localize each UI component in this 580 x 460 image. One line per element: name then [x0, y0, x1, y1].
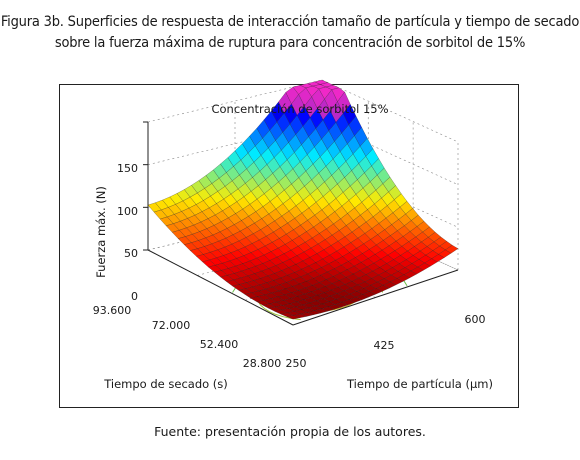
- x-tick-250: 250: [286, 357, 307, 370]
- x-axis-label: Tiempo de partícula (μm): [346, 377, 493, 391]
- x-tick-425: 425: [374, 339, 395, 352]
- figure-source: Fuente: presentación propia de los autor…: [154, 424, 426, 439]
- surface-facet: [416, 220, 431, 233]
- figure-title-line-2: sobre la fuerza máxima de ruptura para c…: [54, 35, 526, 51]
- surface-facet: [382, 176, 397, 193]
- figure-title-line-1: Figura 3b. Superficies de respuesta de i…: [0, 14, 580, 30]
- surface-facet: [433, 236, 448, 247]
- surface-facet: [399, 200, 414, 215]
- plot-frame: [59, 84, 519, 408]
- y-tick-72000: 72.000: [152, 319, 191, 332]
- chart-title: Concentración de sorbitol 15%: [211, 102, 388, 116]
- y-axis-label: Tiempo de secado (s): [103, 377, 228, 391]
- surface-facet: [314, 79, 329, 85]
- z-tick-50: 50: [124, 247, 138, 260]
- figure-title: Figura 3b. Superficies de respuesta de i…: [0, 12, 580, 54]
- y-tick-93600: 93.600: [93, 304, 132, 317]
- z-axis-label: Fuerza máx. (N): [94, 186, 108, 278]
- x-tick-600: 600: [465, 313, 486, 326]
- surface-facet: [405, 208, 419, 221]
- chart-axes: [143, 121, 459, 326]
- y-tick-28800: 28.800: [243, 357, 282, 370]
- y-axis-line: [147, 249, 294, 326]
- x-axis-line: [292, 269, 459, 326]
- response-surface: [147, 79, 459, 320]
- surface-facet: [337, 91, 351, 114]
- z-tick-150: 150: [117, 162, 138, 175]
- z-tick-0: 0: [131, 290, 138, 303]
- surface-facet: [444, 244, 459, 254]
- surface-facet: [371, 158, 385, 176]
- y-tick-52400: 52.400: [200, 338, 239, 351]
- surface-facet: [393, 193, 408, 208]
- surface-facet: [354, 126, 368, 147]
- surface-facet: [319, 82, 335, 88]
- surface-facet: [410, 214, 425, 227]
- surface-facet: [388, 185, 402, 201]
- z-tick-100: 100: [117, 205, 138, 218]
